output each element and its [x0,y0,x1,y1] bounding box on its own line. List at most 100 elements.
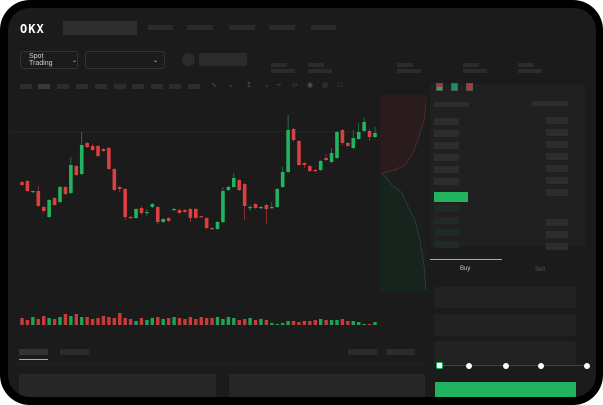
indicator-icon[interactable]: ∿ [211,82,217,89]
timeframe-button[interactable] [95,84,107,89]
timeframe-button[interactable] [151,84,163,89]
book-bids-icon[interactable] [451,83,458,91]
bid-depth-area [380,173,426,291]
order-amount [546,141,568,148]
volume-bar [134,321,138,325]
pair-dropdown[interactable]: ⌄ [85,51,165,69]
settings-icon[interactable]: ◎ [322,82,329,89]
tab-order-history[interactable] [60,349,89,355]
market-type-label: Spot Trading [29,53,53,67]
draw-tool-icon[interactable]: ↥ [246,82,252,89]
ask-price[interactable] [434,142,459,149]
ruler-icon[interactable]: ▱ [292,82,298,89]
candle-body [101,149,106,151]
ask-price[interactable] [434,166,459,173]
volume-bar [101,316,106,325]
timeframe-button[interactable] [38,84,50,89]
stat-value [308,69,332,73]
ask-price[interactable] [434,154,459,161]
timeframe-button[interactable] [76,84,88,89]
slider-stop[interactable] [466,363,472,369]
filter-button[interactable] [386,349,415,355]
book-header-price [434,102,469,107]
volume-bar [215,317,220,325]
bid-depth-line [381,172,427,291]
timeframe-button[interactable] [57,84,69,89]
slider-track[interactable] [440,365,588,366]
candlestick-chart[interactable] [8,8,380,338]
book-both-icon[interactable] [436,83,443,91]
slider-handle[interactable] [436,362,443,369]
book-asks-icon[interactable] [466,83,473,91]
candle-body [346,143,350,146]
volume-bar [194,319,198,325]
volume-bar [351,321,355,325]
candle-body [351,138,356,148]
tab-buy[interactable]: Buy [460,266,471,272]
volume-bar [123,318,127,325]
volume-bar [199,317,203,325]
timeframe-button[interactable] [114,84,126,89]
volume-bar [221,319,225,325]
candle-body [85,143,89,147]
fullscreen-icon[interactable]: □ [338,82,343,89]
volume-bar [74,314,79,325]
line-icon[interactable]: ∼ [276,82,282,89]
candle-body [139,208,144,213]
ask-price[interactable] [434,178,459,185]
nav-item[interactable] [148,25,173,30]
candle-body [232,178,236,187]
candle-body [134,209,138,218]
chevron-down-icon: ⌄ [152,57,158,64]
bid-price[interactable] [434,229,459,236]
bid-price[interactable] [434,217,459,224]
ask-price[interactable] [434,118,459,125]
nav-item[interactable] [229,25,255,30]
candle-body [36,191,41,206]
nav-item[interactable] [269,25,295,30]
order-amount [546,153,568,160]
candle-body [221,191,225,222]
chevron-down-icon[interactable]: ⌄ [228,82,234,89]
stat-label [308,63,324,67]
timeframe-button[interactable] [169,84,181,89]
volume-bar [128,319,133,325]
timeframe-button[interactable] [132,84,144,89]
order-amount [546,129,568,136]
volume-bar [270,323,274,325]
tab-sell[interactable]: Sell [535,267,546,273]
tab-open-orders[interactable] [19,349,48,355]
nav-item[interactable] [187,25,213,30]
volume-bar [118,313,122,325]
buy-button[interactable] [435,382,576,397]
book-header-amount [532,101,568,106]
ask-depth-area [380,95,428,175]
candle-body [172,209,176,211]
order-amount [546,165,568,172]
slider-stop[interactable] [538,363,544,369]
volume-bar [80,317,84,325]
candle-body [253,204,258,208]
chevron-down-icon[interactable]: ⌄ [264,82,270,89]
slider-stop[interactable] [584,363,590,369]
timeframe-button[interactable] [188,84,200,89]
ask-price[interactable] [434,130,459,137]
nav-item[interactable] [311,25,336,30]
volume-bar [232,318,236,325]
price-input[interactable] [434,287,576,308]
bid-price[interactable] [434,241,459,248]
search-box[interactable] [63,21,137,35]
volume-bar [150,318,155,325]
camera-icon[interactable]: ◉ [307,82,314,89]
market-type-dropdown[interactable]: Spot Trading ⌄ [20,51,78,69]
bid-price[interactable] [434,205,459,212]
amount-input[interactable] [434,314,576,336]
okx-logo[interactable]: OKX [20,22,45,36]
candle-body [280,172,285,187]
positions-card [229,374,425,397]
slider-stop[interactable] [503,363,509,369]
filter-button[interactable] [348,349,377,355]
timeframe-button[interactable] [20,84,32,89]
candle-body [20,182,24,185]
total-input[interactable] [434,341,576,364]
